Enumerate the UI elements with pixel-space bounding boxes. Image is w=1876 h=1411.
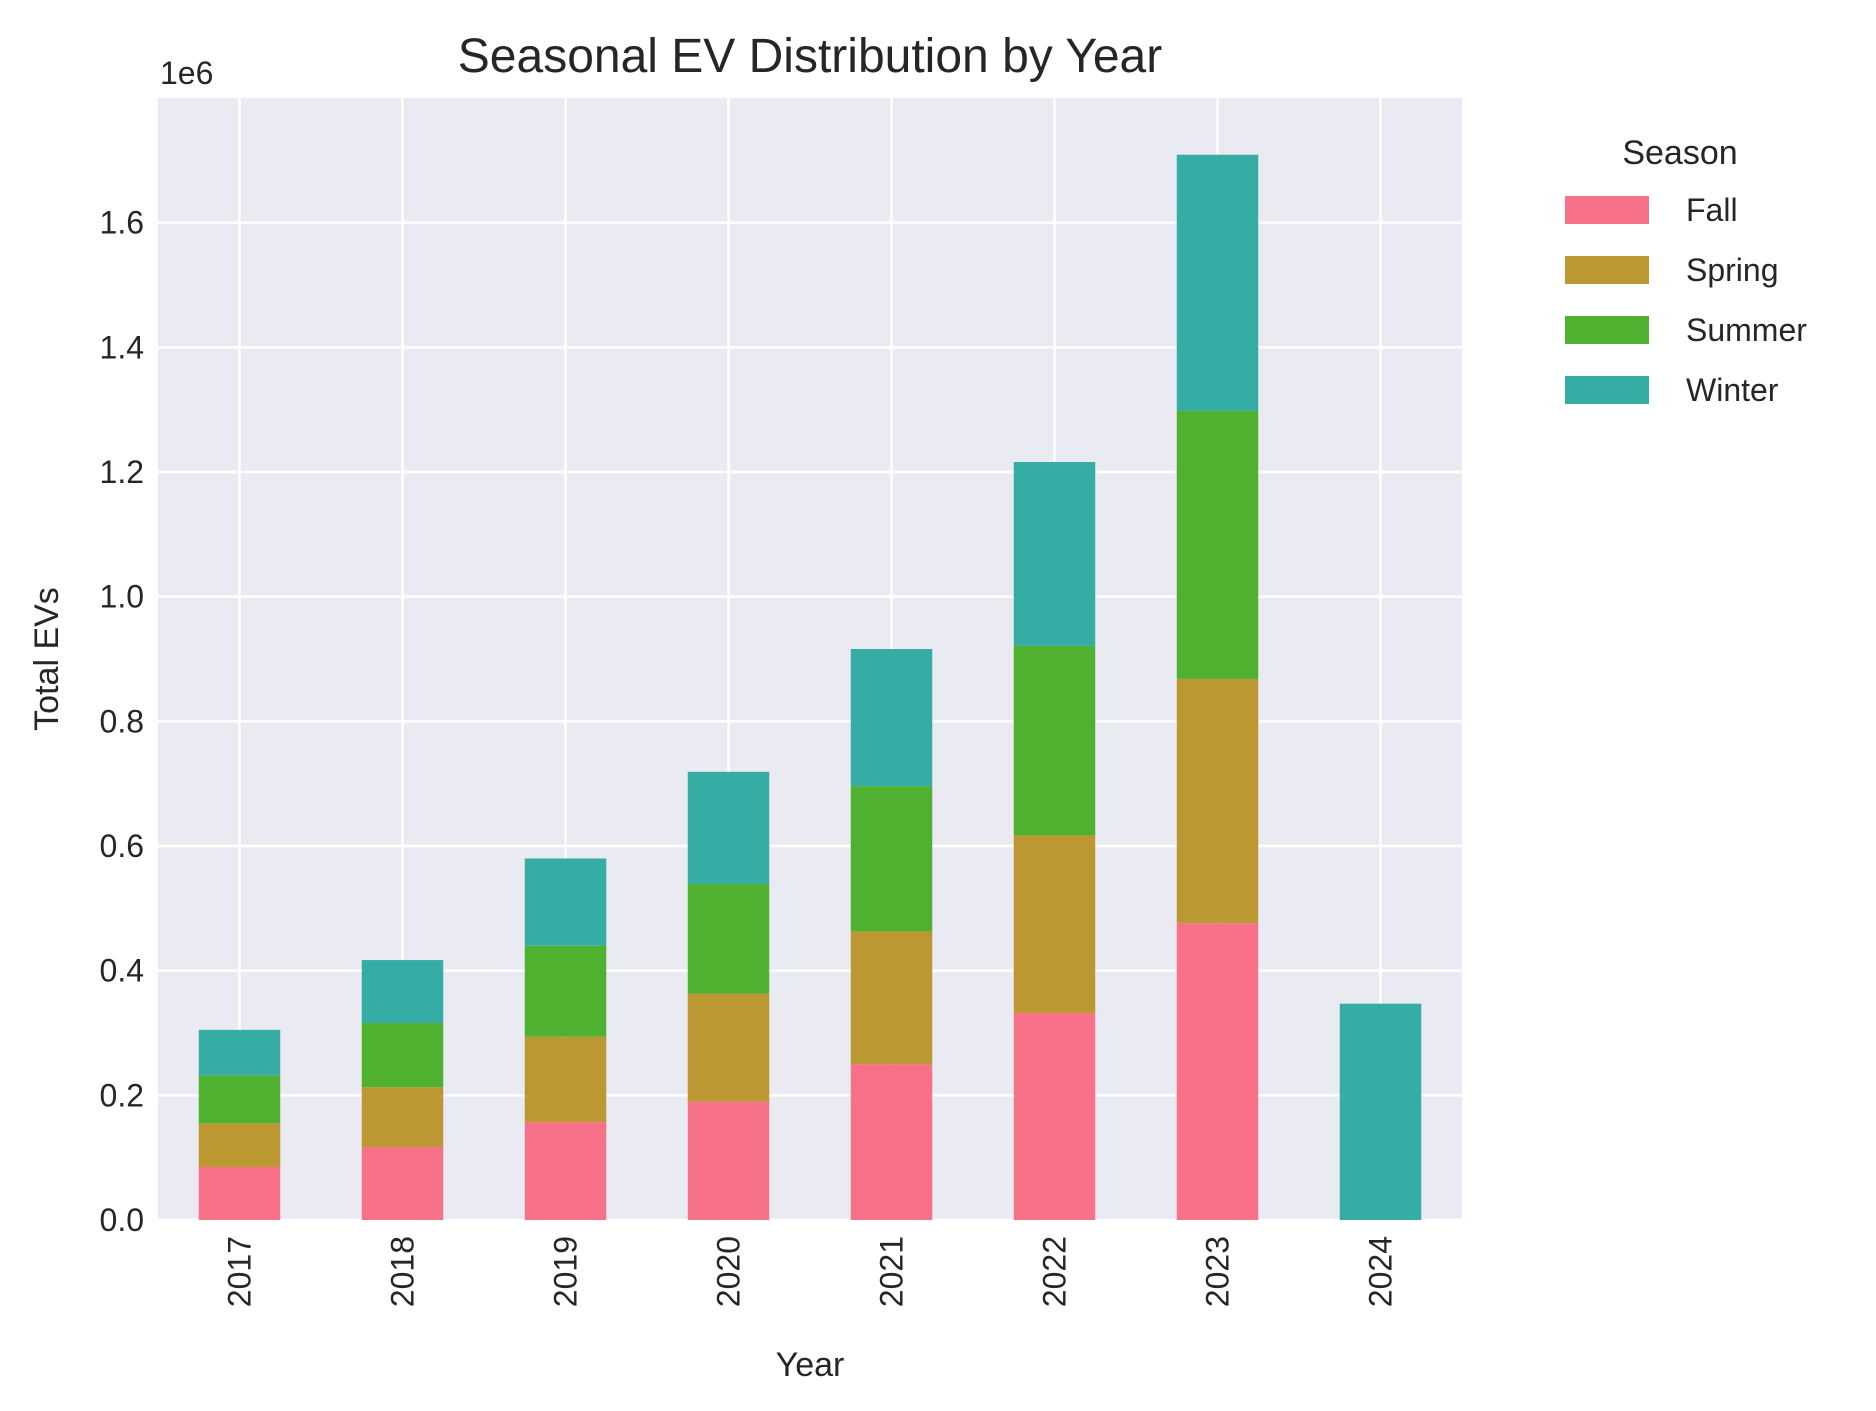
bar-fall-2023 xyxy=(1176,923,1259,1220)
y-tick-label: 0.2 xyxy=(100,1077,144,1113)
x-axis-ticks: 2017 2018 2019 2020 2021 2022 2023 2024 xyxy=(222,1236,1399,1307)
y-tick-label: 1.6 xyxy=(100,205,144,241)
x-tick-label: 2020 xyxy=(711,1236,747,1307)
legend-label-summer: Summer xyxy=(1686,312,1807,348)
bar-summer-2022 xyxy=(1013,645,1096,836)
legend-swatch-spring xyxy=(1565,256,1649,284)
bar-winter-2024 xyxy=(1339,1003,1422,1220)
bar-spring-2020 xyxy=(687,993,770,1102)
bar-fall-2021 xyxy=(850,1064,933,1220)
x-tick-label: 2021 xyxy=(874,1236,910,1307)
bar-spring-2021 xyxy=(850,931,933,1065)
chart-title: Seasonal EV Distribution by Year xyxy=(458,30,1162,83)
legend-swatch-fall xyxy=(1565,196,1649,224)
legend-label-winter: Winter xyxy=(1686,372,1779,408)
bar-summer-2018 xyxy=(361,1023,444,1088)
y-axis-label: Total EVs xyxy=(28,587,66,731)
bar-summer-2017 xyxy=(198,1075,281,1124)
x-tick-label: 2024 xyxy=(1363,1236,1399,1307)
bar-summer-2021 xyxy=(850,786,933,932)
bar-summer-2020 xyxy=(687,884,770,994)
bar-summer-2019 xyxy=(524,945,607,1037)
y-tick-label: 1.0 xyxy=(100,579,144,615)
bar-spring-2022 xyxy=(1013,835,1096,1014)
bar-winter-2021 xyxy=(850,649,933,787)
y-tick-label: 0.4 xyxy=(100,953,144,989)
y-axis-offset-label: 1e6 xyxy=(160,55,213,91)
bar-spring-2018 xyxy=(361,1087,444,1148)
legend-items: Fall Spring Summer Winter xyxy=(1565,192,1807,408)
bar-spring-2023 xyxy=(1176,678,1259,924)
bar-winter-2022 xyxy=(1013,462,1096,646)
bar-spring-2019 xyxy=(524,1036,607,1123)
bar-winter-2018 xyxy=(361,960,444,1024)
x-tick-label: 2017 xyxy=(222,1236,258,1307)
bar-fall-2018 xyxy=(361,1147,444,1220)
y-axis-ticks: 0.0 0.2 0.4 0.6 0.8 1.0 1.2 1.4 1.6 xyxy=(100,205,144,1238)
y-tick-label: 1.4 xyxy=(100,329,144,365)
bar-fall-2022 xyxy=(1013,1013,1096,1220)
bar-winter-2020 xyxy=(687,771,770,885)
x-tick-label: 2023 xyxy=(1200,1236,1236,1307)
y-tick-label: 0.0 xyxy=(100,1202,144,1238)
bar-winter-2023 xyxy=(1176,154,1259,411)
y-tick-label: 0.6 xyxy=(100,828,144,864)
bars xyxy=(198,154,1422,1220)
legend-swatch-winter xyxy=(1565,376,1649,404)
y-tick-label: 1.2 xyxy=(100,454,144,490)
bar-winter-2019 xyxy=(524,858,607,946)
bar-spring-2017 xyxy=(198,1123,281,1168)
x-tick-label: 2018 xyxy=(385,1236,421,1307)
legend-label-fall: Fall xyxy=(1686,192,1738,228)
x-axis-label: Year xyxy=(776,1346,845,1384)
legend: Season Fall Spring Summer Winter xyxy=(1565,134,1807,408)
legend-label-spring: Spring xyxy=(1686,252,1779,288)
x-tick-label: 2022 xyxy=(1037,1236,1073,1307)
legend-title: Season xyxy=(1622,134,1737,172)
plot-area-background xyxy=(158,98,1462,1220)
legend-swatch-summer xyxy=(1565,316,1649,344)
y-tick-label: 0.8 xyxy=(100,703,144,739)
bar-fall-2017 xyxy=(198,1167,281,1220)
x-tick-label: 2019 xyxy=(548,1236,584,1307)
bar-summer-2023 xyxy=(1176,410,1259,679)
bar-fall-2019 xyxy=(524,1122,607,1220)
bar-winter-2017 xyxy=(198,1029,281,1076)
bar-fall-2020 xyxy=(687,1101,770,1220)
